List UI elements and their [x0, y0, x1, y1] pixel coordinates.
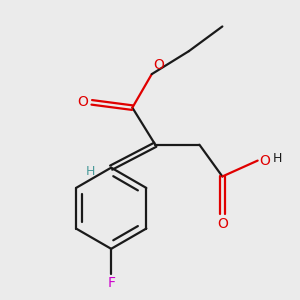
Text: H: H — [86, 165, 95, 178]
Text: O: O — [154, 58, 164, 72]
Text: O: O — [260, 154, 270, 168]
Text: O: O — [217, 217, 228, 231]
Text: H: H — [272, 152, 282, 165]
Text: F: F — [107, 276, 115, 290]
Text: O: O — [77, 95, 88, 110]
